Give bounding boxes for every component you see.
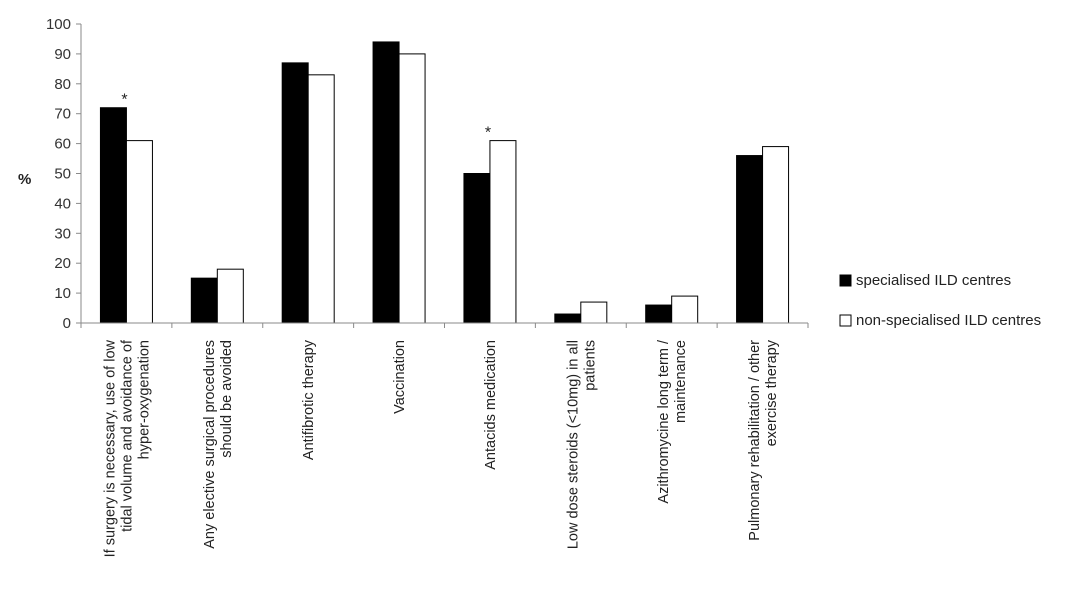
- bar-specialised-2: [281, 62, 309, 324]
- x-category-label-line: Antifibrotic therapy: [301, 339, 317, 460]
- y-tick-label: 60: [54, 136, 71, 153]
- bar-non-specialised-7: [762, 146, 790, 324]
- x-category-label-line: exercise therapy: [764, 339, 780, 446]
- significance-marker: *: [121, 92, 127, 109]
- legend-label: non-specialised ILD centres: [856, 312, 1041, 329]
- bar-specialised-1: [190, 277, 218, 324]
- x-category-label-line: Vaccination: [392, 340, 408, 414]
- x-category-label-line: Low dose steroids (<10mg) in all: [565, 340, 581, 549]
- x-category-label: Antifibrotic therapy: [301, 339, 317, 460]
- x-category-label-line: If surgery is necessary, use of low: [102, 339, 118, 557]
- bar-specialised-7: [736, 155, 764, 324]
- x-category-label: Azithromycine long term / maintenance: [656, 339, 689, 504]
- y-tick-label: 40: [54, 195, 71, 212]
- x-category-label: If surgery is necessary, use of low tidal…: [102, 339, 152, 557]
- bar-specialised-6: [645, 304, 673, 324]
- bar-non-specialised-6: [671, 295, 699, 324]
- x-axis: If surgery is necessary, use of low tidal…: [80, 322, 809, 557]
- legend-swatch: [839, 274, 852, 287]
- annotations: **: [121, 92, 491, 142]
- y-tick-label: 20: [54, 255, 71, 272]
- x-category-label-line: Pulmonary rehabilitation / other: [747, 340, 763, 541]
- y-tick-label: 30: [54, 225, 71, 242]
- x-category-label-line: maintenance: [673, 340, 689, 423]
- bar-specialised-4: [463, 173, 491, 324]
- y-tick-label: 50: [54, 166, 71, 183]
- y-axis-label: %: [18, 171, 31, 188]
- bar-specialised-0: [99, 107, 127, 324]
- x-category-label-line: hyper-oxygenation: [136, 340, 152, 459]
- bar-non-specialised-4: [489, 140, 517, 324]
- x-category-label-line: Azithromycine long term /: [656, 339, 672, 504]
- legend-swatch: [839, 314, 852, 327]
- significance-marker: *: [485, 125, 491, 142]
- bar-non-specialised-5: [580, 301, 608, 324]
- x-category-label: Any elective surgical procedures should b…: [202, 340, 235, 549]
- bar-non-specialised-1: [216, 268, 244, 324]
- y-tick-label: 90: [54, 46, 71, 63]
- y-tick-label: 70: [54, 106, 71, 123]
- x-category-label: Low dose steroids (<10mg) in all patients: [565, 340, 598, 549]
- bar-non-specialised-2: [307, 74, 335, 324]
- x-category-label-line: Antacids medication: [483, 340, 499, 470]
- x-category-label-line: patients: [582, 340, 598, 391]
- y-tick-label: 10: [54, 285, 71, 302]
- y-tick-label: 80: [54, 76, 71, 93]
- x-category-label-line: tidal volume and avoidance of: [119, 339, 135, 532]
- y-tick-label: 0: [63, 315, 71, 332]
- y-axis: 0 10 20 30 40 50 60 70 80 90 100: [46, 16, 82, 332]
- y-tick-label: 100: [46, 16, 71, 33]
- x-category-label: Vaccination: [392, 340, 408, 414]
- x-category-label-line: Any elective surgical procedures: [202, 340, 218, 549]
- legend: specialised ILD centres non-specialised I…: [839, 272, 1041, 329]
- x-category-label: Pulmonary rehabilitation / other exercise…: [747, 339, 780, 540]
- bar-non-specialised-3: [398, 53, 426, 324]
- legend-label: specialised ILD centres: [856, 272, 1011, 289]
- bar-non-specialised-0: [125, 140, 153, 324]
- bar-specialised-5: [554, 313, 582, 324]
- bars: [99, 41, 790, 324]
- x-category-label-line: should be avoided: [219, 340, 235, 458]
- bar-specialised-3: [372, 41, 400, 324]
- x-category-label: Antacids medication: [483, 340, 499, 470]
